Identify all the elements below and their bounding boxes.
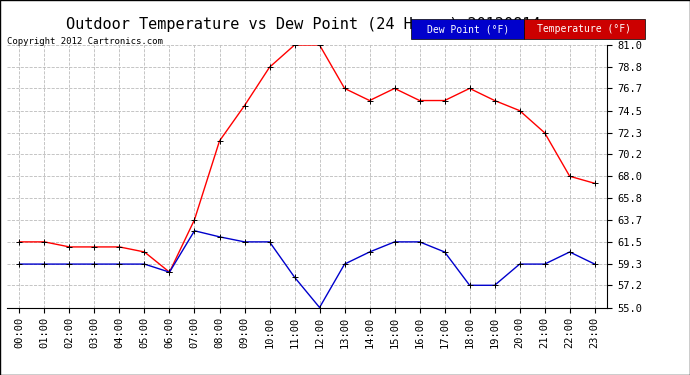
Text: Outdoor Temperature vs Dew Point (24 Hours) 20120814: Outdoor Temperature vs Dew Point (24 Hou… [66, 17, 541, 32]
Text: Temperature (°F): Temperature (°F) [538, 24, 631, 34]
Text: Copyright 2012 Cartronics.com: Copyright 2012 Cartronics.com [7, 38, 163, 46]
Text: Dew Point (°F): Dew Point (°F) [426, 24, 509, 34]
